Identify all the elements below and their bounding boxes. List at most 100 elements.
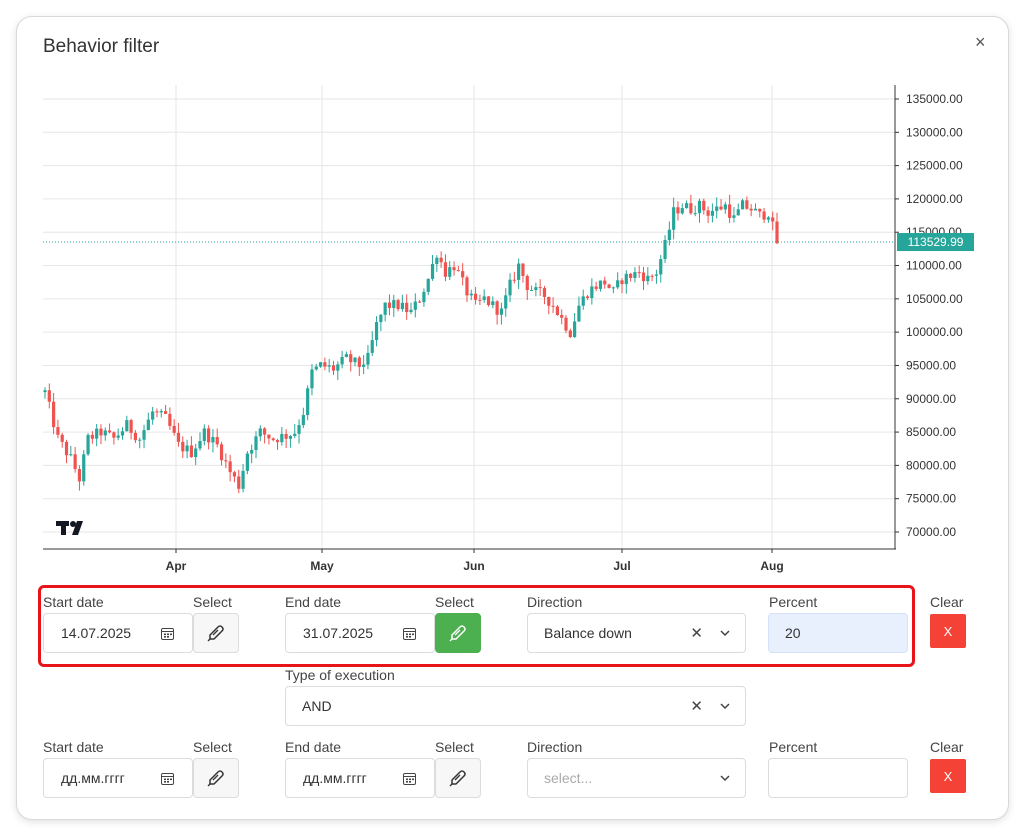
candle-body	[362, 364, 366, 367]
direction-select[interactable]: select...	[527, 758, 746, 798]
candle-body	[637, 272, 641, 274]
candle-body	[129, 420, 133, 433]
candle-body	[616, 280, 620, 288]
direction-select[interactable]: Balance down ✕	[527, 613, 746, 653]
candle-body	[413, 301, 417, 310]
percent-input[interactable]	[768, 758, 908, 798]
candle-body	[512, 279, 516, 281]
candle-body	[689, 203, 693, 214]
candle-body	[344, 354, 349, 357]
pencil-brush-icon	[449, 770, 466, 787]
clear-button[interactable]: X	[930, 759, 966, 793]
candle-body	[517, 263, 521, 280]
candle-body	[766, 217, 770, 220]
start-date-input[interactable]: дд.мм.гггг	[43, 758, 193, 798]
candle-body	[77, 469, 82, 482]
candle-body	[138, 439, 142, 441]
candle-body	[95, 428, 99, 439]
candle-body	[202, 428, 206, 442]
candle-body	[366, 352, 370, 365]
chevron-down-icon[interactable]	[719, 772, 731, 784]
candle-body	[456, 270, 460, 272]
clear-button[interactable]: X	[930, 614, 966, 648]
candle-body	[775, 221, 779, 244]
candle-body	[629, 273, 633, 278]
pencil-brush-icon	[449, 625, 466, 642]
candle-body	[47, 390, 51, 402]
candle-body	[650, 275, 654, 277]
candle-body	[728, 204, 732, 218]
candle-body	[624, 273, 628, 285]
calendar-icon[interactable]	[403, 772, 416, 785]
end-date-input[interactable]: дд.мм.гггг	[285, 758, 435, 798]
candle-body	[710, 210, 715, 216]
candle-body	[486, 296, 491, 306]
chevron-down-icon[interactable]	[719, 627, 731, 639]
select-range-button[interactable]	[193, 613, 239, 653]
price-chart[interactable]: 135000.00130000.00125000.00120000.001150…	[0, 0, 1024, 580]
candle-body	[452, 267, 456, 271]
candle-body	[301, 415, 305, 426]
candle-body	[314, 366, 318, 370]
y-tick-label: 95000.00	[906, 358, 956, 372]
close-icon[interactable]: ×	[975, 32, 986, 52]
candle-body	[405, 302, 409, 313]
candle-body	[568, 330, 572, 338]
candle-body	[267, 434, 271, 439]
candle-body	[573, 321, 577, 338]
pencil-brush-icon	[207, 770, 224, 787]
candle-body	[86, 434, 90, 455]
y-tick-label: 105000.00	[906, 292, 963, 306]
start-date-label: Start date	[43, 594, 104, 610]
calendar-icon[interactable]	[403, 627, 416, 640]
select-range-button[interactable]	[193, 758, 239, 798]
candle-body	[155, 411, 159, 413]
candle-body	[499, 308, 504, 315]
clear-icon[interactable]: ✕	[690, 698, 703, 715]
type-execution-select[interactable]: AND ✕	[285, 686, 746, 726]
candle-body	[706, 210, 710, 216]
start-date-input[interactable]: 14.07.2025	[43, 613, 193, 653]
end-date-input[interactable]: 31.07.2025	[285, 613, 435, 653]
select-label: Select	[193, 739, 232, 755]
candle-body	[663, 240, 667, 260]
candle-body	[69, 454, 73, 456]
x-tick-label: Jul	[613, 559, 630, 573]
select-label: Select	[435, 739, 474, 755]
candle-body	[435, 257, 439, 265]
percent-label: Percent	[769, 739, 818, 755]
percent-input[interactable]: 20	[768, 613, 908, 653]
candle-body	[189, 445, 193, 458]
calendar-icon[interactable]	[161, 627, 174, 640]
candle-body	[297, 425, 301, 434]
candle-body	[82, 454, 86, 482]
select-label: Select	[193, 594, 232, 610]
clear-icon[interactable]: ✕	[690, 625, 703, 642]
candle-body	[331, 365, 336, 371]
candle-body	[353, 357, 357, 363]
y-tick-label: 130000.00	[906, 125, 963, 139]
x-tick-label: Aug	[760, 559, 783, 573]
candle-body	[448, 267, 452, 277]
candle-body	[271, 438, 275, 441]
start-date-value: 14.07.2025	[61, 625, 132, 641]
chevron-down-icon[interactable]	[719, 700, 731, 712]
candle-body	[215, 437, 219, 445]
candle-body	[357, 357, 361, 367]
candle-body	[103, 430, 107, 436]
candle-body	[491, 301, 495, 306]
start-date-placeholder: дд.мм.гггг	[61, 770, 125, 786]
last-price-label: 113529.99	[908, 235, 964, 249]
candle-body	[478, 299, 482, 301]
select-range-button[interactable]	[435, 758, 481, 798]
candle-body	[465, 277, 469, 296]
candle-body	[336, 364, 340, 371]
clear-label: Clear	[930, 739, 964, 755]
candle-body	[237, 476, 241, 489]
candle-body	[620, 280, 624, 285]
select-range-button-active[interactable]	[435, 613, 481, 653]
candle-body	[99, 428, 103, 436]
candle-body	[495, 301, 499, 315]
end-date-label: End date	[285, 594, 342, 610]
calendar-icon[interactable]	[161, 772, 174, 785]
